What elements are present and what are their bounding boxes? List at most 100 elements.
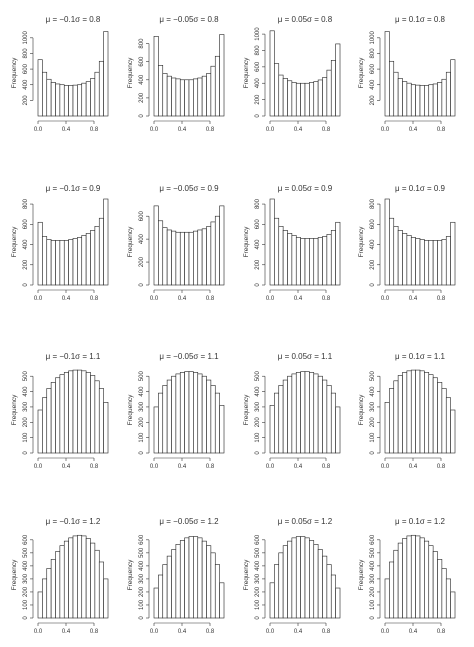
x-tick-label: 0.8: [322, 629, 331, 635]
y-tick-label: 200: [370, 95, 376, 106]
histogram-bar: [59, 240, 65, 286]
histogram-panel: μ = −0.05σ = 0.9 Frequency 0 200 400 600 0.0 0.…: [127, 184, 225, 302]
histogram-bar: [162, 564, 168, 619]
y-tick-label: 500: [255, 547, 261, 558]
y-axis-label: Frequency: [11, 57, 18, 88]
histogram-bar: [441, 388, 447, 454]
histogram-bar: [179, 231, 185, 286]
histogram-bar: [437, 240, 443, 286]
histogram-bar: [445, 71, 451, 117]
x-tick-label: 0.4: [62, 464, 71, 470]
y-tick-label: 400: [255, 560, 261, 571]
histogram-bar: [210, 221, 216, 286]
histogram-bar: [90, 375, 96, 454]
y-tick-label: 100: [139, 432, 145, 443]
y-tick-label: 800: [370, 48, 376, 59]
histogram-bar: [184, 231, 190, 286]
x-tick-label: 0.0: [266, 464, 275, 470]
histogram-bar: [46, 78, 52, 117]
histogram-bar: [72, 369, 78, 454]
histogram-bar: [103, 31, 109, 117]
histogram-bar: [406, 535, 412, 619]
histogram-bar: [98, 388, 104, 454]
histogram-bar: [210, 552, 216, 619]
histogram-bar: [206, 226, 212, 286]
y-tick-label: 300: [23, 401, 29, 412]
histogram-bar: [85, 81, 91, 117]
panel-title: μ = 0.05σ = 0.8: [278, 15, 333, 24]
y-tick-label: 400: [139, 74, 145, 85]
y-tick-label: 200: [23, 586, 29, 597]
histogram-bar: [309, 540, 315, 619]
histogram-bar: [158, 392, 164, 454]
y-tick-label: 100: [255, 432, 261, 443]
histogram-bar: [42, 578, 48, 619]
y-tick-label: 400: [255, 78, 261, 89]
histogram-bar: [437, 82, 443, 117]
histogram-bar: [50, 382, 56, 454]
y-tick-label: 100: [255, 599, 261, 610]
histogram-bar: [326, 69, 332, 117]
histogram-bar: [197, 229, 203, 286]
histogram-bar: [274, 564, 280, 619]
histogram-bar: [278, 552, 284, 619]
histogram-bar: [384, 31, 390, 117]
y-tick-label: 600: [23, 63, 29, 74]
y-tick-label: 200: [370, 417, 376, 428]
histogram-bar: [424, 240, 430, 286]
panel-title: μ = 0.1σ = 0.9: [395, 184, 446, 193]
y-tick-label: 200: [255, 417, 261, 428]
histogram-bar: [335, 43, 341, 117]
histogram-bar: [175, 373, 181, 454]
histogram-bar: [424, 85, 430, 117]
histogram-bar: [317, 79, 323, 117]
histogram-bar: [322, 236, 328, 286]
histogram-bar: [432, 377, 438, 454]
histogram-bar: [37, 59, 43, 117]
histogram-bar: [441, 239, 447, 286]
histogram-bar: [322, 379, 328, 454]
y-axis-label: Frequency: [243, 559, 250, 590]
y-tick-label: 0: [255, 616, 261, 620]
y-tick-label: 800: [255, 45, 261, 56]
histogram-panel: μ = −0.05σ = 0.8 Frequency 0 200 400 600 800 0.…: [127, 15, 225, 133]
histogram-bar: [77, 237, 83, 286]
x-tick-label: 0.0: [381, 127, 390, 133]
histogram-bar: [419, 370, 425, 454]
histogram-bar: [201, 75, 207, 117]
histogram-panel: μ = 0.05σ = 0.8 Frequency 0 200 400 600 800 100…: [243, 15, 341, 133]
histogram-bar: [393, 549, 399, 619]
histogram-bar: [441, 568, 447, 619]
y-tick-label: 100: [23, 599, 29, 610]
histogram-bar: [335, 406, 341, 454]
histogram-bar: [274, 217, 280, 286]
panel-title: μ = −0.1σ = 1.2: [46, 517, 101, 526]
histogram-bar: [304, 537, 310, 619]
x-tick-label: 0.4: [409, 296, 418, 302]
histogram-bar: [295, 536, 301, 619]
x-tick-label: 0.0: [150, 464, 159, 470]
x-tick-label: 0.4: [294, 464, 303, 470]
histogram-bar: [46, 568, 52, 619]
histogram-panel: μ = 0.1σ = 0.9 Frequency 0 200 400 600 800 0.0 0…: [358, 184, 456, 302]
histogram-bar: [432, 551, 438, 619]
histogram-bar: [432, 240, 438, 286]
y-axis-label: Frequency: [11, 394, 18, 425]
y-axis-label: Frequency: [358, 226, 365, 257]
histogram-bar: [193, 78, 199, 117]
histogram-bar: [402, 538, 408, 619]
histogram-bar: [326, 234, 332, 286]
x-tick-label: 0.0: [381, 464, 390, 470]
panel-title: μ = −0.05σ = 1.2: [159, 517, 219, 526]
y-axis-label: Frequency: [127, 394, 134, 425]
y-tick-label: 300: [23, 573, 29, 584]
histogram-bar: [103, 198, 109, 286]
x-tick-label: 0.4: [409, 464, 418, 470]
histogram-bar: [300, 238, 306, 286]
y-tick-label: 800: [370, 198, 376, 209]
y-tick-label: 0: [139, 451, 145, 455]
histogram-panel: μ = −0.1σ = 0.8 Frequency 200 400 600 800 1000…: [11, 15, 109, 133]
histogram-bar: [326, 385, 332, 454]
histogram-bar: [428, 545, 434, 619]
